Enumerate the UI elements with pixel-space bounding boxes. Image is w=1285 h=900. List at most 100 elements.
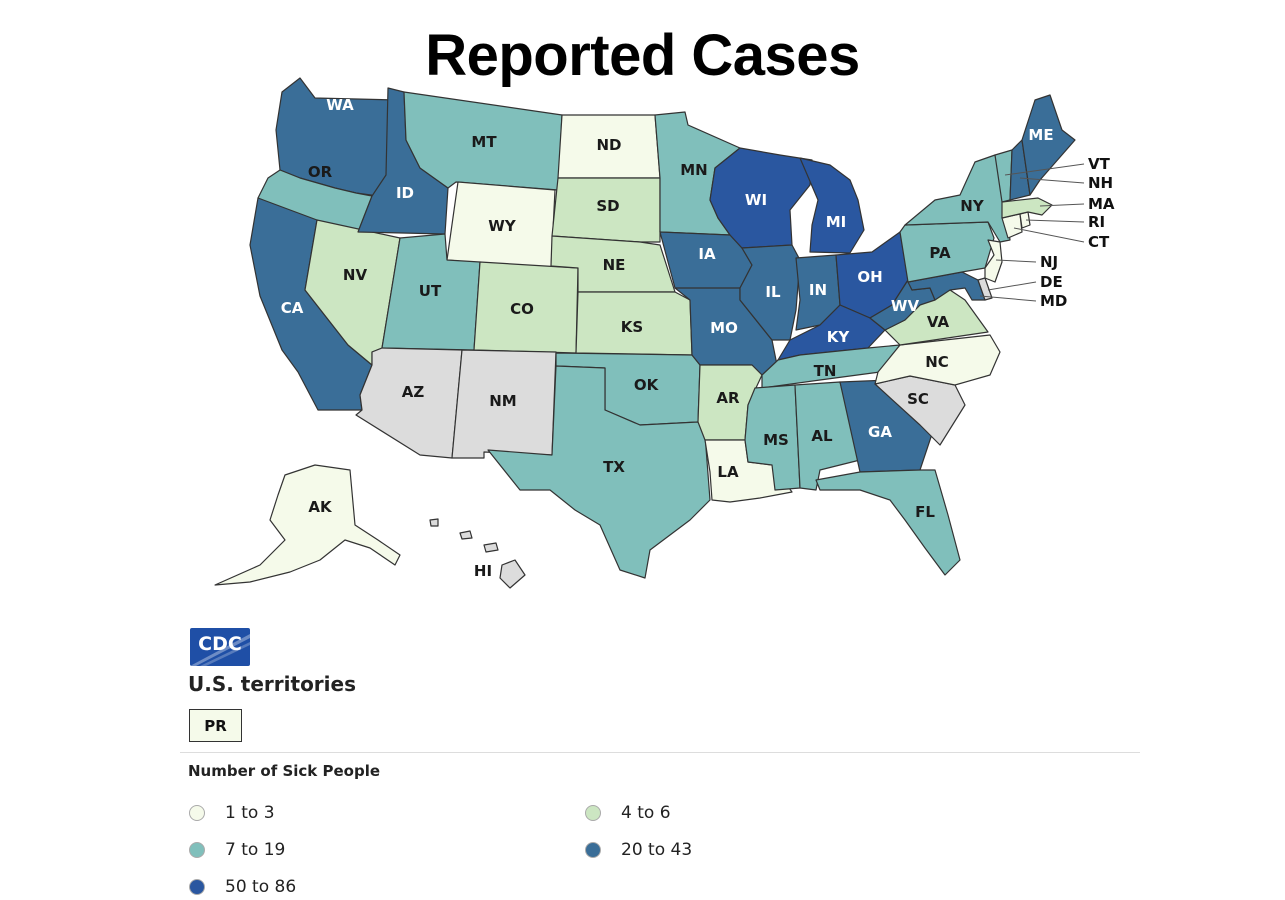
state-label-sc: SC [907, 390, 929, 408]
state-sd[interactable] [551, 177, 661, 243]
state-il[interactable] [739, 244, 801, 341]
state-labels: WA OR CA NV ID MT WY UT AZ CO NM ND SD NE KS OK TX MN IA MO… [281, 96, 1115, 580]
state-label-nj: NJ [1040, 253, 1058, 271]
state-label-me: ME [1028, 126, 1053, 144]
state-ak[interactable] [214, 464, 401, 586]
state-label-ri: RI [1088, 213, 1105, 231]
state-label-in: IN [809, 281, 827, 299]
state-label-ma: MA [1088, 195, 1115, 213]
state-de[interactable] [977, 277, 993, 301]
state-label-nc: NC [925, 353, 949, 371]
state-label-ca: CA [281, 299, 304, 317]
state-hi-island-oahu[interactable] [459, 530, 473, 540]
state-label-vt: VT [1088, 155, 1111, 173]
legend-swatch-20-to-43 [585, 842, 601, 858]
legend-item-7-to-19: 7 to 19 [189, 840, 285, 860]
state-hi[interactable] [499, 559, 526, 589]
state-label-nv: NV [343, 266, 368, 284]
state-callouts [979, 163, 1085, 302]
state-label-oh: OH [857, 268, 882, 286]
state-label-ct: CT [1088, 233, 1110, 251]
state-label-ms: MS [763, 431, 789, 449]
state-label-mo: MO [710, 319, 738, 337]
callout-line-ct [1013, 227, 1085, 243]
state-label-wa: WA [326, 96, 354, 114]
state-label-de: DE [1040, 273, 1063, 291]
state-label-tx: TX [603, 458, 625, 476]
legend-swatch-1-to-3 [189, 805, 205, 821]
state-label-ny: NY [960, 197, 985, 215]
state-hi-island-maui[interactable] [483, 542, 499, 553]
state-label-ne: NE [603, 256, 626, 274]
state-nm[interactable] [451, 349, 557, 459]
callout-line-ma [1039, 203, 1085, 207]
state-label-wy: WY [488, 217, 517, 235]
callout-line-ri [1025, 219, 1085, 223]
state-label-mi: MI [826, 213, 847, 231]
state-label-ia: IA [698, 245, 716, 263]
state-label-il: IL [765, 283, 781, 301]
state-label-ok: OK [634, 376, 660, 394]
legend-item-4-to-6: 4 to 6 [585, 803, 671, 823]
state-label-ar: AR [716, 389, 740, 407]
state-az[interactable] [355, 347, 463, 459]
legend-item-1-to-3: 1 to 3 [189, 803, 275, 823]
legend-label-20-to-43: 20 to 43 [621, 840, 693, 860]
state-ma[interactable] [1001, 197, 1053, 219]
callout-line-vt [1004, 163, 1085, 176]
state-label-al: AL [811, 427, 833, 445]
state-label-nh: NH [1088, 174, 1113, 192]
state-label-fl: FL [915, 503, 935, 521]
cdc-logo-text: CDC [198, 633, 242, 655]
state-nc[interactable] [874, 334, 1001, 386]
state-label-ak: AK [308, 498, 333, 516]
state-label-la: LA [717, 463, 739, 481]
state-label-wv: WV [891, 297, 920, 315]
legend-divider [180, 752, 1140, 753]
state-label-ga: GA [868, 423, 892, 441]
state-label-sd: SD [596, 197, 619, 215]
state-label-mn: MN [680, 161, 707, 179]
callout-line-de [987, 281, 1037, 291]
territory-pr[interactable]: PR [189, 709, 242, 742]
legend-label-50-to-86: 50 to 86 [225, 877, 297, 897]
callout-line-nj [995, 259, 1037, 263]
state-label-az: AZ [402, 383, 425, 401]
state-mi[interactable] [799, 157, 865, 254]
state-label-ky: KY [827, 328, 851, 346]
cdc-logo: CDC [190, 628, 250, 666]
state-me[interactable] [1021, 94, 1076, 196]
state-wi[interactable] [709, 147, 813, 249]
callout-line-nh [1019, 177, 1085, 184]
state-label-va: VA [927, 313, 950, 331]
state-label-nm: NM [489, 392, 516, 410]
map-title: Reported Cases [425, 23, 860, 88]
state-label-id: ID [396, 184, 414, 202]
state-label-co: CO [510, 300, 534, 318]
legend-swatch-7-to-19 [189, 842, 205, 858]
state-label-pa: PA [929, 244, 951, 262]
territories-title: U.S. territories [188, 672, 356, 696]
legend-title: Number of Sick People [188, 762, 381, 780]
state-label-nd: ND [596, 136, 621, 154]
legend-label-1-to-3: 1 to 3 [225, 803, 275, 823]
state-tx[interactable] [487, 365, 711, 579]
callout-line-md [979, 295, 1037, 302]
legend-item-20-to-43: 20 to 43 [585, 840, 692, 860]
legend-swatch-4-to-6 [585, 805, 601, 821]
legend-label-4-to-6: 4 to 6 [621, 803, 671, 823]
state-label-tn: TN [814, 362, 837, 380]
state-label-ks: KS [621, 318, 643, 336]
state-label-or: OR [308, 163, 333, 181]
state-label-ut: UT [419, 282, 442, 300]
us-choropleth-map: WA OR CA NV ID MT WY UT AZ CO NM ND SD NE KS OK TX MN IA MO… [214, 77, 1115, 589]
state-label-mt: MT [471, 133, 497, 151]
legend-item-50-to-86: 50 to 86 [189, 877, 296, 897]
legend-label-7-to-19: 7 to 19 [225, 840, 286, 860]
state-label-hi: HI [474, 562, 492, 580]
state-nj[interactable] [984, 239, 1003, 283]
state-label-md: MD [1040, 292, 1067, 310]
legend-swatch-50-to-86 [189, 879, 205, 895]
state-fl[interactable] [815, 469, 961, 576]
state-hi-island-kauai[interactable] [429, 518, 439, 527]
